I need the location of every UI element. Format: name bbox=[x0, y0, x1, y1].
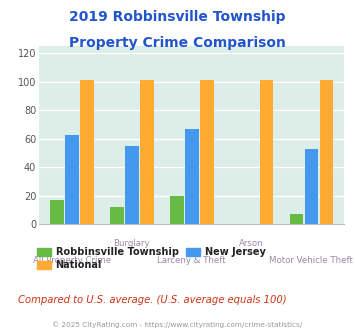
Text: Burglary: Burglary bbox=[114, 239, 150, 248]
Bar bbox=[125, 146, 139, 224]
Bar bbox=[80, 81, 94, 224]
Text: Larceny & Theft: Larceny & Theft bbox=[157, 256, 226, 265]
Bar bbox=[170, 196, 184, 224]
Bar bbox=[140, 81, 154, 224]
Text: All Property Crime: All Property Crime bbox=[33, 256, 111, 265]
Text: Motor Vehicle Theft: Motor Vehicle Theft bbox=[269, 256, 353, 265]
Text: Property Crime Comparison: Property Crime Comparison bbox=[69, 36, 286, 50]
Text: Arson: Arson bbox=[239, 239, 264, 248]
Bar bbox=[320, 81, 333, 224]
Legend: Robbinsville Township, National, New Jersey: Robbinsville Township, National, New Jer… bbox=[33, 243, 270, 274]
Bar bbox=[200, 81, 214, 224]
Bar bbox=[290, 214, 303, 224]
Bar bbox=[305, 149, 318, 224]
Text: © 2025 CityRating.com - https://www.cityrating.com/crime-statistics/: © 2025 CityRating.com - https://www.city… bbox=[53, 322, 302, 328]
Text: 2019 Robbinsville Township: 2019 Robbinsville Township bbox=[69, 10, 286, 24]
Text: Compared to U.S. average. (U.S. average equals 100): Compared to U.S. average. (U.S. average … bbox=[18, 295, 286, 305]
Bar bbox=[260, 81, 273, 224]
Bar bbox=[185, 129, 198, 224]
Bar bbox=[50, 200, 64, 224]
Bar bbox=[65, 135, 79, 224]
Bar bbox=[110, 207, 124, 224]
